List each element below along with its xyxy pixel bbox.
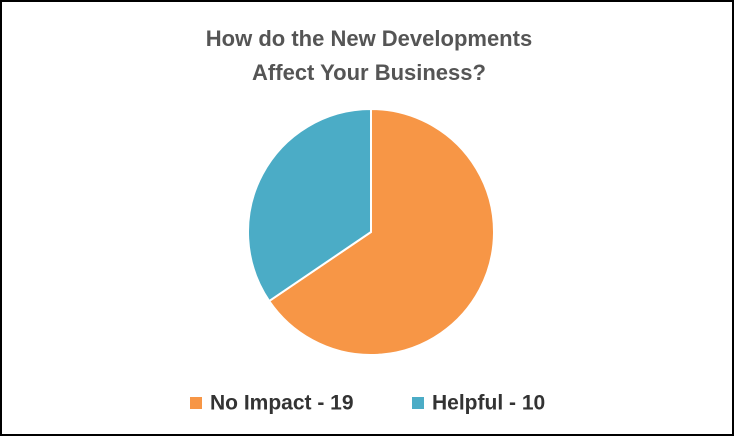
legend-label: No Impact - 19 (210, 392, 354, 415)
legend-label: Helpful - 10 (432, 392, 545, 415)
legend-swatch (412, 397, 424, 409)
chart-title: How do the New Developments Affect Your … (205, 26, 533, 85)
pie-slice (247, 107, 372, 303)
pie-slice (267, 107, 495, 356)
legend-swatch (190, 397, 202, 409)
